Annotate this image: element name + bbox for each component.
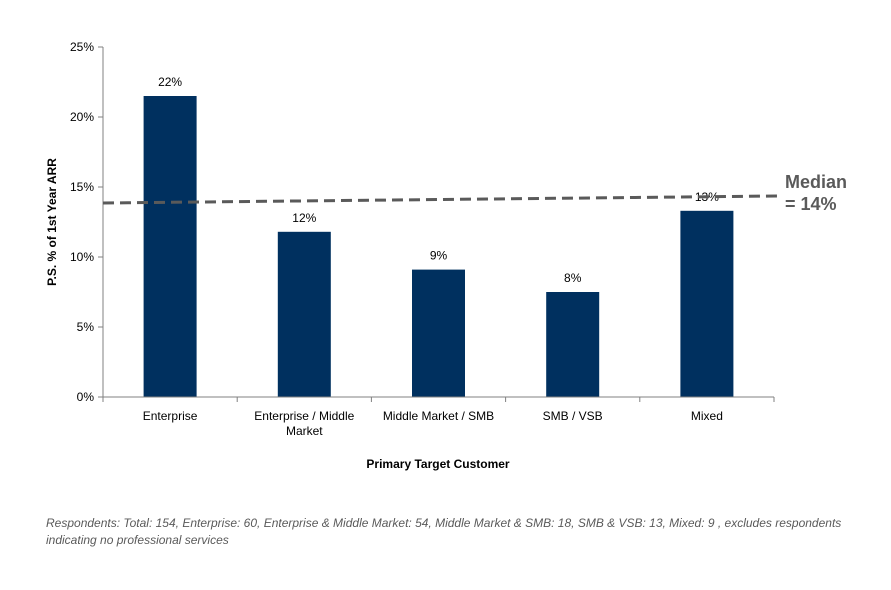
bar xyxy=(680,210,734,397)
y-tick-label: 5% xyxy=(77,320,95,334)
y-axis-title: P.S. % of 1st Year ARR xyxy=(45,158,59,286)
y-axis: 0% 5% 10% 15% 20% 25% xyxy=(70,40,104,404)
y-tick-label: 25% xyxy=(70,40,94,54)
x-tick-label: SMB / VSB xyxy=(543,409,603,423)
bar xyxy=(412,269,465,397)
median-label: = 14% xyxy=(785,194,837,214)
data-label: 22% xyxy=(158,75,182,89)
x-tick-label: Mixed xyxy=(691,409,723,423)
data-label: 9% xyxy=(430,249,448,263)
data-label: 8% xyxy=(564,271,582,285)
data-label: 12% xyxy=(292,211,316,225)
x-tick-label: Middle Market / SMB xyxy=(383,409,494,423)
median-label: Median xyxy=(785,172,847,192)
median-line-group: Median= 14% xyxy=(102,172,847,214)
y-tick-label: 20% xyxy=(70,110,94,124)
bar xyxy=(143,96,197,397)
y-tick-label: 15% xyxy=(70,180,94,194)
x-tick-label: Market xyxy=(286,424,323,438)
x-axis-title: Primary Target Customer xyxy=(366,457,509,471)
bars: 22%12%9%8%13% xyxy=(143,75,734,397)
footnote: Respondents: Total: 154, Enterprise: 60,… xyxy=(46,516,842,547)
bar xyxy=(277,231,331,397)
y-tick-label: 0% xyxy=(77,390,95,404)
x-tick-label: Enterprise / Middle xyxy=(254,409,354,423)
median-line xyxy=(102,194,779,205)
y-tick-label: 10% xyxy=(70,250,94,264)
bar xyxy=(546,292,600,397)
x-tick-label: Enterprise xyxy=(143,409,198,423)
